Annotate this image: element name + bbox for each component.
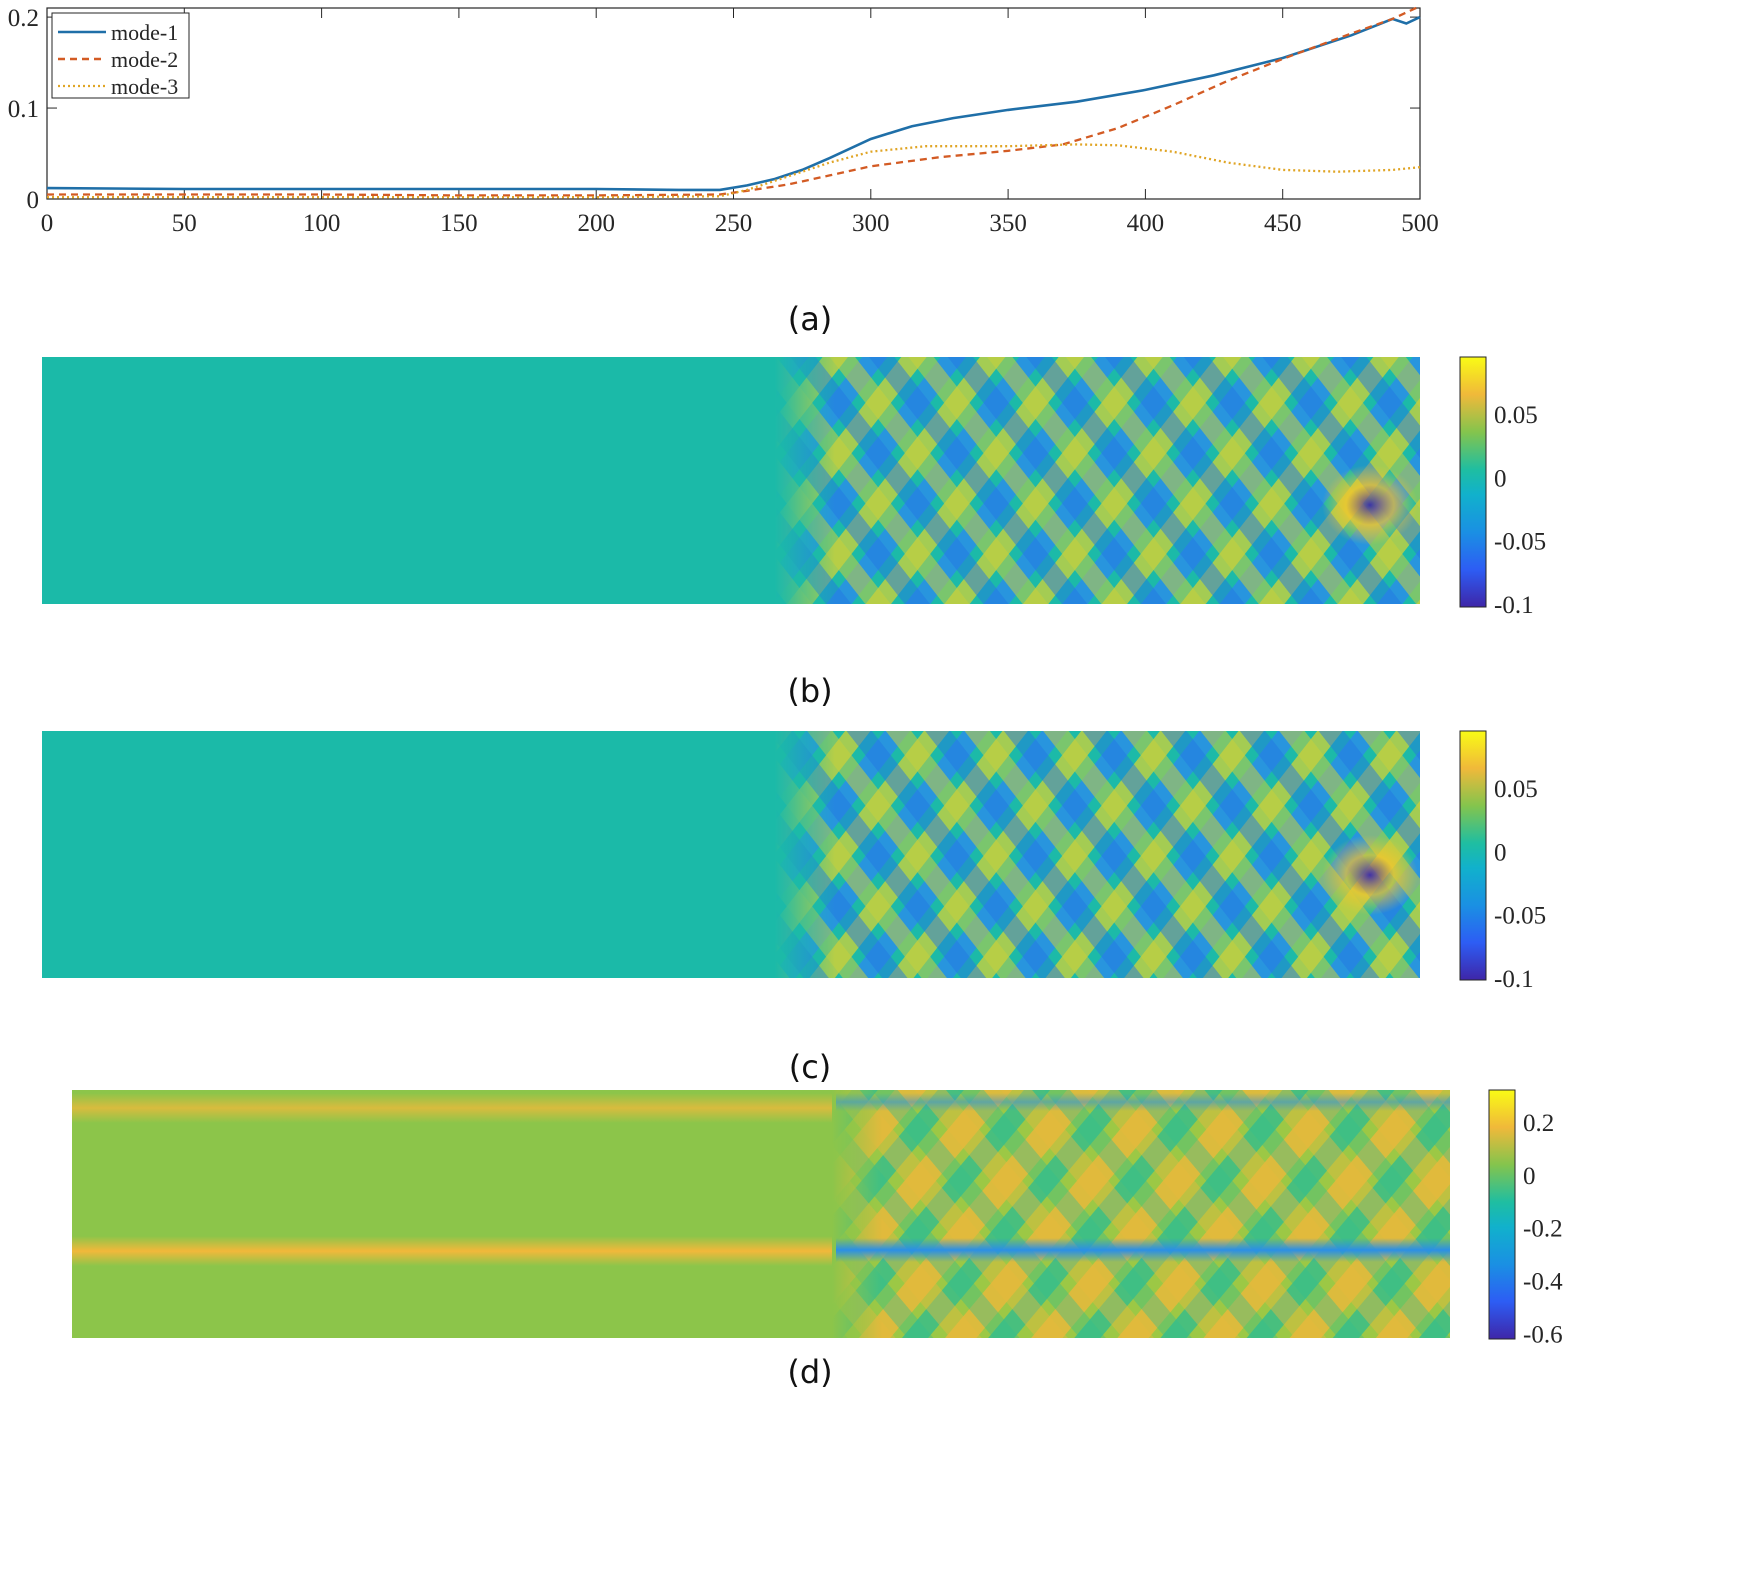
- colorbar-tick-label: -0.05: [1494, 529, 1546, 556]
- series-line-mode-3: [47, 143, 1421, 199]
- y-tick-label: 0: [27, 187, 40, 214]
- colorbar-tick-label: -0.05: [1494, 903, 1546, 930]
- colorbar-tick-label: -0.1: [1494, 966, 1534, 993]
- x-tick-label: 50: [172, 210, 197, 237]
- heatmap-panel-b: 0.05 0 -0.05 -0.1 (b): [42, 356, 1546, 710]
- caption-b: (b): [787, 672, 832, 710]
- colorbar-tick-label: 0.05: [1494, 776, 1538, 803]
- heatmap-b-wave-field-cross: [775, 357, 1420, 604]
- legend-label-mode-3: mode-3: [111, 74, 178, 99]
- colorbar-tick-label: 0.2: [1523, 1110, 1554, 1137]
- axis-ticks: [46, 8, 1421, 200]
- x-tick-label: 450: [1264, 210, 1302, 237]
- colorbar-tick-label: -0.2: [1523, 1216, 1563, 1243]
- caption-d: (d): [787, 1353, 832, 1391]
- x-tick-label: 250: [715, 210, 753, 237]
- x-tick-label: 350: [989, 210, 1027, 237]
- colorbar-c: [1459, 730, 1487, 981]
- x-tick-label: 500: [1401, 210, 1439, 237]
- heatmap-b-onset-fade: [775, 357, 835, 604]
- colorbar-tick-label: 0: [1523, 1163, 1536, 1190]
- colorbar-b-tick-labels: 0.05 0 -0.05 -0.1: [1494, 402, 1546, 619]
- caption-a: (a): [788, 300, 833, 338]
- legend-label-mode-1: mode-1: [111, 20, 178, 45]
- series-line-mode-2: [47, 5, 1421, 197]
- x-tick-label: 0: [41, 210, 54, 237]
- line-chart-panel: 0 50 100 150 200 250 300 350 400 450 500 0 0.1 0.2 m…: [8, 5, 1439, 338]
- caption-c: (c): [789, 1048, 832, 1086]
- colorbar-d-tick-labels: 0.2 0 -0.2 -0.4 -0.6: [1523, 1110, 1563, 1349]
- heatmap-c-wave-field-cross: [775, 731, 1420, 978]
- heatmap-d-top-blue-band: [836, 1093, 1450, 1111]
- series-lines: [46, 5, 1421, 199]
- heatmap-c-onset-fade: [775, 731, 835, 978]
- colorbar-tick-label: 0.05: [1494, 402, 1538, 429]
- x-tick-labels: 0 50 100 150 200 250 300 350 400 450 500: [41, 210, 1439, 237]
- legend: mode-1 mode-2 mode-3: [51, 12, 190, 99]
- legend-box: [51, 12, 190, 99]
- x-tick-label: 150: [440, 210, 478, 237]
- heatmap-d-center-band: [72, 1236, 832, 1266]
- heatmap-b-hotspot: [1322, 465, 1418, 545]
- legend-label-mode-2: mode-2: [111, 47, 178, 72]
- y-tick-label: 0.2: [8, 5, 39, 32]
- heatmap-d-wave-field-cross: [832, 1090, 1450, 1338]
- y-tick-labels: 0 0.1 0.2: [8, 5, 39, 214]
- colorbar-b: [1459, 356, 1487, 608]
- colorbar-tick-label: -0.4: [1523, 1269, 1563, 1296]
- colorbar-tick-label: -0.6: [1523, 1322, 1563, 1349]
- colorbar-tick-label: 0: [1494, 839, 1507, 866]
- x-tick-label: 400: [1127, 210, 1165, 237]
- plot-area: [46, 7, 1421, 200]
- x-tick-label: 100: [303, 210, 341, 237]
- x-tick-label: 300: [852, 210, 890, 237]
- heatmap-panel-d: 0.2 0 -0.2 -0.4 -0.6 (d): [72, 1089, 1563, 1391]
- heatmap-panel-c: 0.05 0 -0.05 -0.1 (c): [42, 730, 1546, 1086]
- heatmap-d-onset-fade: [832, 1090, 882, 1338]
- y-tick-label: 0.1: [8, 96, 39, 123]
- colorbar-tick-label: 0: [1494, 465, 1507, 492]
- colorbar-c-tick-labels: 0.05 0 -0.05 -0.1: [1494, 776, 1546, 993]
- series-line-mode-1: [46, 15, 1421, 192]
- heatmap-d-top-band: [72, 1093, 832, 1123]
- colorbar-d: [1488, 1089, 1516, 1340]
- x-tick-label: 200: [577, 210, 615, 237]
- colorbar-tick-label: -0.1: [1494, 592, 1534, 619]
- heatmap-c-hotspot: [1322, 835, 1418, 915]
- heatmap-d-center-blue-band: [836, 1238, 1450, 1262]
